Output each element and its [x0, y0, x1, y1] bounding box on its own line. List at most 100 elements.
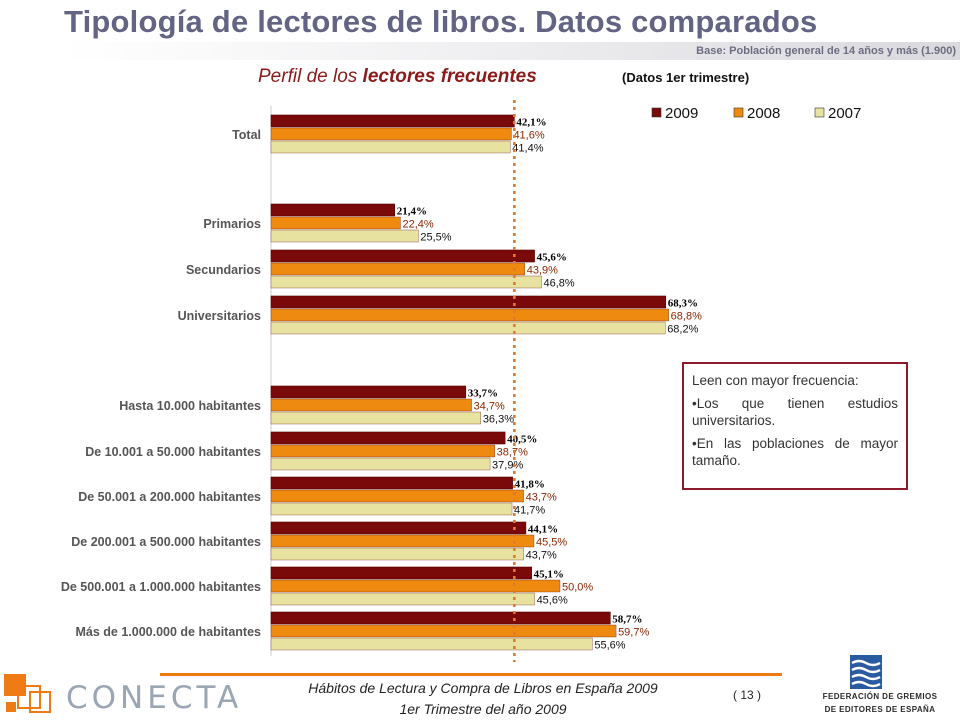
data-label-2007: 37,9% [492, 460, 523, 472]
data-label-2008: 41,6% [513, 130, 544, 142]
bar-2007 [270, 637, 593, 651]
category-label: Más de 1.000.000 de habitantes [75, 625, 261, 639]
fgee-name: FEDERACIÓN DE GREMIOS DE EDITORES DE ESP… [800, 690, 960, 716]
data-label-2008: 45,5% [536, 537, 567, 549]
category-label: De 200.001 a 500.000 habitantes [71, 535, 261, 549]
data-label-2007: 43,7% [526, 550, 557, 562]
bar-2009 [270, 476, 513, 490]
bar-2009 [270, 203, 395, 217]
bar-2008 [270, 398, 472, 412]
category-label: De 50.001 a 200.000 habitantes [78, 490, 261, 504]
data-label-2007: 41,7% [514, 505, 545, 517]
bar-2008 [270, 262, 525, 276]
bar-2007 [270, 592, 535, 606]
bar-chart: Total42,1%41,6%41,4%Primarios21,4%22,4%2… [61, 100, 861, 662]
callout-box: Leen con mayor frecuencia: •Los que tien… [682, 362, 908, 490]
bar-2009 [270, 249, 535, 263]
footer-line-2: 1er Trimestre del año 2009 [399, 701, 567, 717]
bar-2009 [270, 521, 527, 535]
bar-2009 [270, 611, 611, 625]
data-label-2007: 36,3% [483, 414, 514, 426]
subtitle-note: (Datos 1er trimestre) [622, 70, 750, 85]
category-label: De 10.001 a 50.000 habitantes [85, 445, 261, 459]
data-label-2009: 21,4% [397, 206, 427, 218]
legend-label-2008: 2008 [747, 105, 780, 122]
data-label-2007: 55,6% [594, 640, 625, 652]
bar-2008 [270, 579, 561, 593]
legend-swatch-2008 [733, 107, 744, 118]
bar-2009 [270, 114, 515, 128]
data-label-2007: 46,8% [544, 278, 575, 290]
callout-line-poblaciones: •En las poblaciones de mayor tamaño. [692, 436, 898, 468]
conecta-logo-icon [4, 674, 51, 713]
data-label-2009: 44,1% [528, 524, 558, 536]
page-title: Tipología de lectores de libros. Datos c… [64, 4, 818, 39]
data-label-2009: 45,6% [537, 252, 567, 264]
category-label: Universitarios [178, 309, 261, 323]
footer-caption: Hábitos de Lectura y Compra de Libros en… [268, 678, 698, 720]
bar-2009 [270, 385, 467, 399]
subtitle-bold: lectores frecuentes [362, 66, 537, 87]
footer-line-1: Hábitos de Lectura y Compra de Libros en… [308, 680, 658, 696]
subtitle-prefix: Perfil de los [258, 66, 363, 87]
bar-2007 [270, 275, 542, 289]
data-label-2007: 41,4% [512, 143, 543, 155]
data-label-2009: 45,1% [534, 569, 564, 581]
data-label-2008: 68,8% [671, 311, 702, 323]
bar-2007 [270, 321, 666, 335]
bar-2008 [270, 127, 512, 141]
category-label: Primarios [203, 217, 261, 231]
data-label-2008: 43,7% [526, 492, 557, 504]
callout-line-heading: Leen con mayor frecuencia: [692, 373, 859, 388]
data-label-2008: 22,4% [402, 219, 433, 231]
category-label: Total [232, 128, 261, 142]
category-label: Secundarios [186, 263, 261, 277]
fgee-emblem-icon [850, 655, 882, 689]
bar-2007 [270, 140, 511, 154]
data-label-2008: 43,9% [527, 265, 558, 277]
bar-2008 [270, 624, 617, 638]
category-label: Hasta 10.000 habitantes [119, 399, 261, 413]
bar-2008 [270, 216, 401, 230]
bar-2009 [270, 431, 506, 445]
data-label-2009: 68,3% [668, 298, 698, 310]
bar-2008 [270, 534, 535, 548]
fgee-logo: FEDERACIÓN DE GREMIOS DE EDITORES DE ESP… [800, 655, 960, 717]
data-label-2008: 59,7% [618, 627, 649, 639]
legend-swatch-2007 [814, 107, 825, 118]
bar-2007 [270, 457, 491, 471]
bar-2007 [270, 229, 419, 243]
bar-2009 [270, 295, 667, 309]
callout-line-universitarios: •Los que tienen estudios universitarios. [692, 396, 898, 428]
data-label-2007: 68,2% [667, 324, 698, 336]
bar-2007 [270, 411, 481, 425]
conecta-logo-text: CONECTA [66, 680, 243, 716]
legend-swatch-2009 [651, 107, 662, 118]
bar-2008 [270, 308, 669, 322]
data-label-2008: 34,7% [474, 401, 505, 413]
fgee-name-line-2: DE EDITORES DE ESPAÑA [824, 705, 936, 714]
data-label-2009: 42,1% [516, 117, 546, 129]
category-label: De 500.001 a 1.000.000 habitantes [61, 580, 261, 594]
data-label-2009: 41,8% [515, 479, 545, 491]
footer-divider [160, 673, 782, 676]
legend-label-2009: 2009 [665, 105, 698, 122]
data-label-2009: 40,5% [507, 434, 537, 446]
bar-2007 [270, 547, 524, 561]
data-label-2008: 50,0% [562, 582, 593, 594]
page-number: ( 13 ) [733, 688, 762, 702]
bar-2008 [270, 489, 524, 503]
data-label-2009: 58,7% [612, 614, 642, 626]
legend-label-2007: 2007 [828, 105, 861, 122]
data-label-2008: 38,7% [497, 447, 528, 459]
fgee-name-line-1: FEDERACIÓN DE GREMIOS [822, 692, 938, 701]
data-label-2007: 25,5% [420, 232, 451, 244]
data-label-2007: 45,6% [537, 595, 568, 607]
base-note: Base: Población general de 14 años y más… [696, 45, 956, 57]
bar-2008 [270, 444, 495, 458]
title-underline-band [60, 42, 960, 60]
data-label-2009: 33,7% [468, 388, 498, 400]
chart-subtitle: Perfil de los lectores frecuentes [258, 66, 537, 88]
bar-2007 [270, 502, 513, 516]
bar-2009 [270, 566, 532, 580]
